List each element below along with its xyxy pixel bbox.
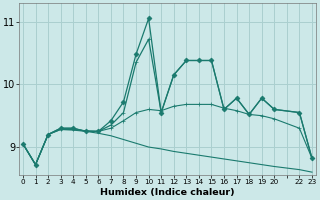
X-axis label: Humidex (Indice chaleur): Humidex (Indice chaleur) bbox=[100, 188, 235, 197]
